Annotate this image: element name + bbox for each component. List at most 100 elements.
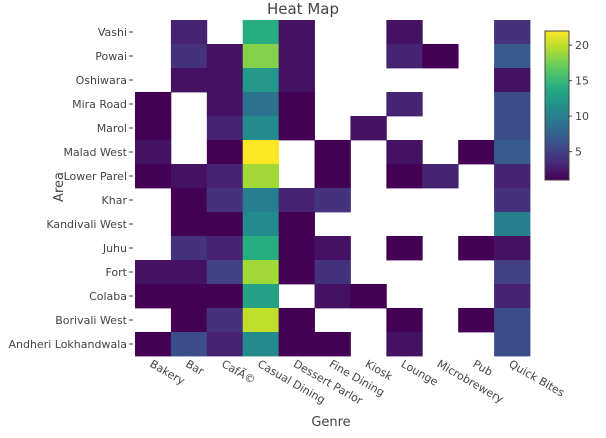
heatmap-cell	[494, 188, 531, 213]
y-tick-label: Borivali West	[55, 314, 127, 327]
x-tick-label: Lounge	[399, 357, 441, 389]
heatmap-cell	[135, 260, 172, 285]
heatmap-cell	[206, 284, 244, 309]
heatmap-cell	[458, 236, 495, 261]
heatmap-cell	[242, 44, 280, 69]
heatmap-cell	[458, 308, 495, 333]
heatmap-cell	[242, 20, 280, 45]
y-tick-label: Marol	[97, 122, 127, 135]
heatmap-cell	[170, 284, 208, 309]
heatmap-cell	[278, 20, 315, 45]
heatmap-cell	[242, 332, 280, 357]
heatmap-cell	[350, 116, 387, 141]
heatmap-cell	[242, 308, 280, 333]
x-axis-title: Genre	[311, 415, 350, 430]
heatmap-cell	[242, 236, 280, 261]
heatmap-cell	[170, 20, 208, 45]
heatmap-cell	[386, 332, 423, 357]
heatmap-cell	[350, 284, 387, 309]
y-tick-label: Oshiwara	[76, 74, 127, 87]
heatmap-cell	[242, 68, 280, 93]
y-tick-label: Juhu	[102, 242, 127, 255]
chart-title: Heat Map	[267, 0, 339, 18]
heatmap-cell	[135, 116, 172, 141]
heatmap-cell	[278, 212, 315, 237]
heatmap-cell	[494, 212, 531, 237]
heatmap-cell	[494, 140, 531, 165]
heatmap-cell	[242, 212, 280, 237]
heatmap-cell	[494, 20, 531, 45]
heatmap-cell	[242, 116, 280, 141]
heatmap-cell	[170, 236, 208, 261]
heatmap-cell	[170, 308, 208, 333]
heatmap-cell	[242, 92, 280, 117]
y-tick-label: Colaba	[89, 290, 127, 303]
heatmap-cell	[242, 188, 280, 213]
colorbar: 5 10 15 20	[544, 30, 589, 181]
colorbar-tick-label: 15	[575, 75, 589, 88]
heatmap-cell	[494, 68, 531, 93]
heatmap-cell	[386, 92, 423, 117]
heatmap-cell	[206, 308, 244, 333]
heatmap-cell	[170, 164, 208, 189]
heatmap-cell	[386, 140, 423, 165]
y-tick-label: Lower Parel	[64, 170, 127, 183]
heatmap-cell	[170, 212, 208, 237]
heatmap-cell	[494, 284, 531, 309]
x-tick-label: Bar	[183, 357, 206, 378]
heatmap-cell	[494, 92, 531, 117]
heatmap-cell	[206, 188, 244, 213]
colorbar-ticks: 5 10 15 20	[569, 39, 589, 159]
heatmap-cell	[242, 260, 280, 285]
heatmap-cell	[135, 332, 172, 357]
heatmap-cell	[386, 20, 423, 45]
heatmap-cell	[314, 164, 351, 189]
heatmap-cells	[135, 20, 531, 357]
heatmap-cell	[278, 188, 315, 213]
heatmap-cell	[135, 284, 172, 309]
heatmap-cell	[170, 260, 208, 285]
heatmap-cell	[458, 140, 495, 165]
heatmap-cell	[242, 284, 280, 309]
y-tick-label: Fort	[105, 266, 127, 279]
heatmap-cell	[206, 92, 244, 117]
heatmap-cell	[278, 116, 315, 141]
heatmap-cell	[278, 236, 315, 261]
heatmap-cell	[242, 140, 280, 165]
colorbar-tick-label: 10	[575, 110, 589, 123]
heatmap-cell	[314, 140, 351, 165]
y-tick-label: Powai	[95, 50, 127, 63]
heatmap-cell	[314, 260, 351, 285]
y-tick-label: Khar	[102, 194, 128, 207]
heatmap-cell	[206, 212, 244, 237]
heatmap-cell	[494, 308, 531, 333]
y-axis-title: Area	[52, 172, 67, 202]
heatmap-cell	[494, 236, 531, 261]
heatmap-cell	[206, 68, 244, 93]
heatmap-cell	[422, 44, 459, 69]
heatmap-cell	[494, 116, 531, 141]
heatmap-cell	[314, 284, 351, 309]
heatmap-cell	[314, 236, 351, 261]
heatmap-cell	[386, 164, 423, 189]
heatmap-cell	[278, 44, 315, 69]
colorbar-tick-label: 5	[575, 146, 582, 159]
heatmap-cell	[278, 92, 315, 117]
heatmap-cell	[494, 332, 531, 357]
y-tick-label: Andheri Lokhandwala	[8, 338, 127, 351]
heatmap-cell	[206, 116, 244, 141]
heatmap-cell	[386, 44, 423, 69]
x-tick-label: Microbrewery	[435, 357, 506, 406]
heatmap-cell	[206, 140, 244, 165]
heatmap-cell	[422, 164, 459, 189]
heatmap-cell	[170, 44, 208, 69]
y-tick-label: Malad West	[63, 146, 127, 159]
heatmap-cell	[170, 188, 208, 213]
heatmap-cell	[386, 308, 423, 333]
heatmap-cell	[278, 308, 315, 333]
heatmap-cell	[386, 236, 423, 261]
heatmap-cell	[314, 332, 351, 357]
